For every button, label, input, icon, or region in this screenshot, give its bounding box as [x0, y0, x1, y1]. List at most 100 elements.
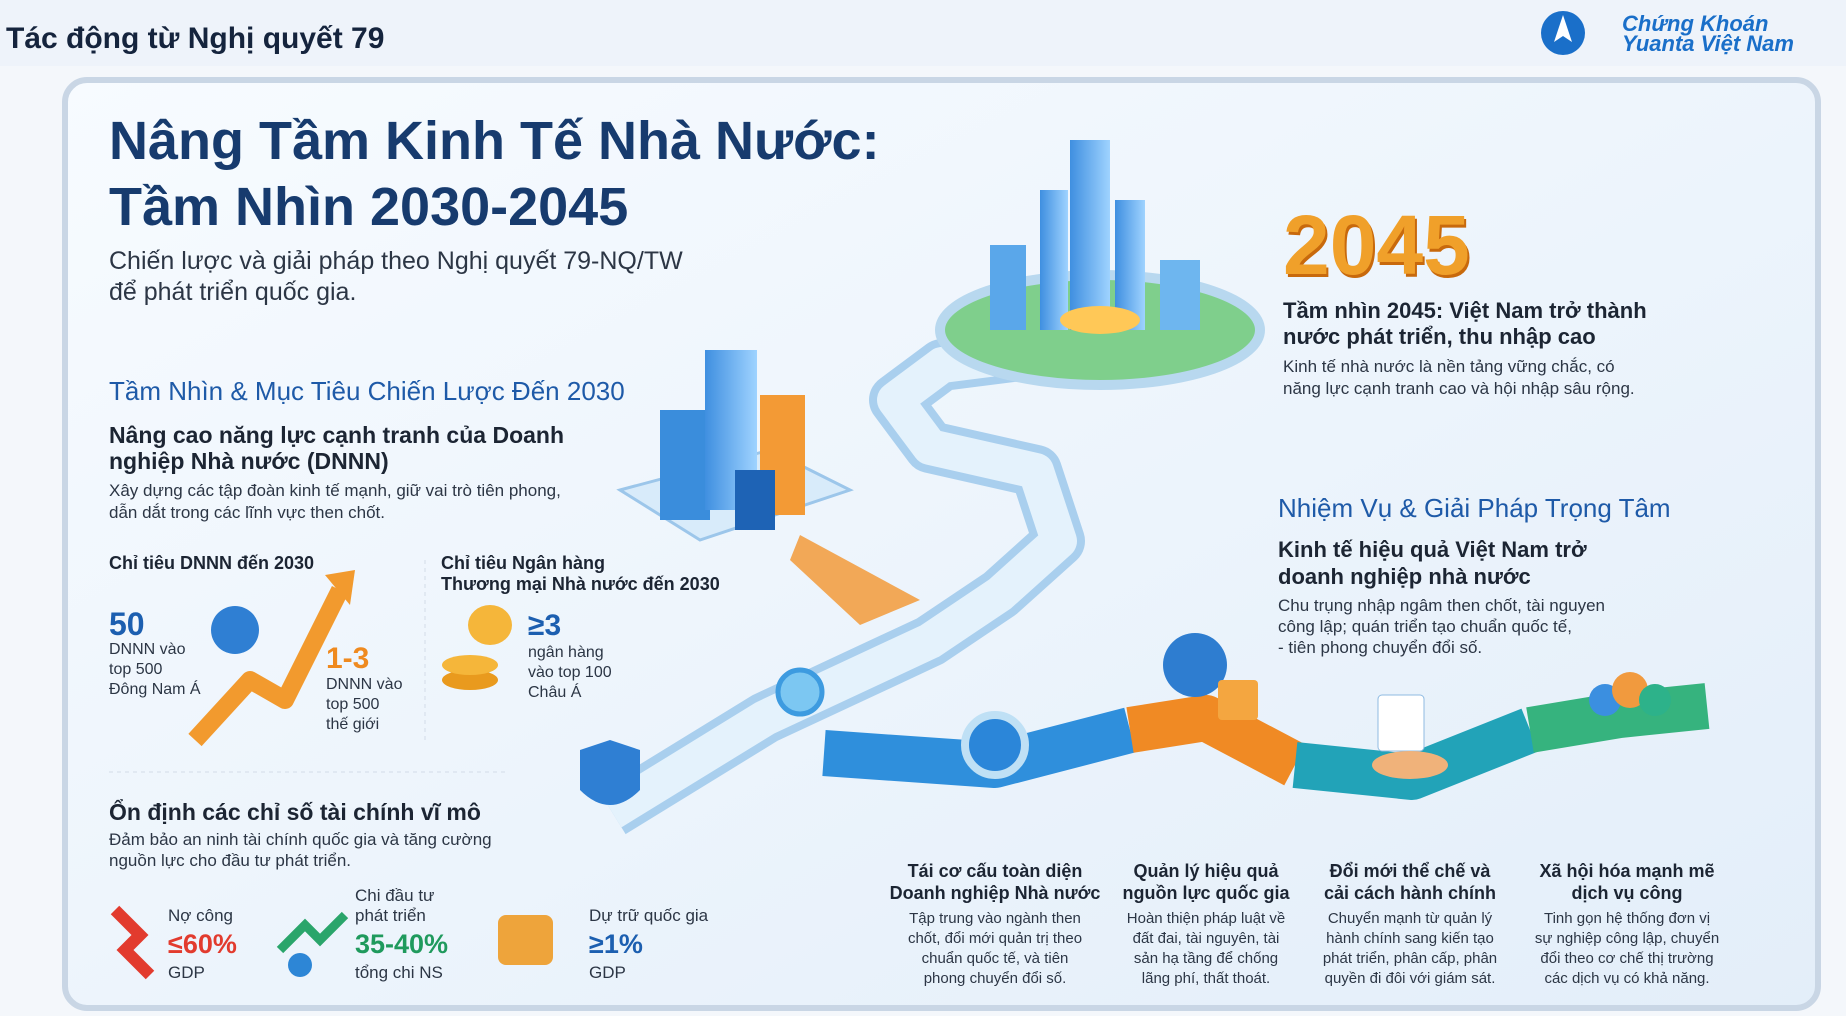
vision-title: Tầm nhìn 2045: Việt Nam trở thành — [1283, 298, 1647, 323]
task-title: nguồn lực quốc gia — [1122, 883, 1290, 903]
coins-icon — [442, 670, 498, 690]
section-heading: Tầm Nhìn & Mục Tiêu Chiến Lược Đến 2030 — [109, 376, 625, 406]
task-desc: Chuyển mạnh từ quản lý — [1327, 909, 1493, 927]
shield-icon — [580, 740, 640, 805]
task-title: Đổi mới thể chế và — [1329, 861, 1491, 881]
task-desc: Tinh gọn hệ thống đơn vị — [1543, 909, 1711, 927]
task-desc: sự nghiệp công lập, chuyển — [1534, 929, 1720, 947]
target-value: ≥3 — [528, 609, 562, 642]
debt-icon — [110, 905, 155, 980]
vault-icon — [1218, 680, 1258, 720]
main-title: Tầm Nhìn 2030-2045 — [109, 177, 629, 237]
tower — [990, 245, 1026, 330]
metric-value: 35-40% — [355, 928, 449, 959]
city-light — [1060, 306, 1140, 334]
goal-desc: Xây dựng các tập đoàn kinh tế mạnh, giữ … — [109, 480, 561, 500]
logo-text: Chứng Khoán — [1622, 11, 1769, 36]
metric-value: ≥1% — [589, 928, 643, 959]
target-label: Chỉ tiêu DNNN đến 2030 — [109, 553, 315, 573]
goal-title: nghiệp Nhà nước (DNNN) — [109, 447, 389, 474]
task-desc: đất đai, tài nguyên, tài — [1132, 929, 1280, 947]
people-icon — [1612, 672, 1648, 708]
globe-icon — [1163, 633, 1227, 697]
metric-label: Chi đầu tư — [355, 885, 435, 905]
task-title: Quản lý hiệu quả — [1133, 861, 1279, 881]
globe-icon — [211, 606, 259, 654]
task-title: Doanh nghiệp Nhà nước — [889, 883, 1101, 903]
target-label: Chỉ tiêu Ngân hàng — [441, 553, 605, 573]
main-title: Nâng Tầm Kinh Tế Nhà Nước: — [109, 111, 880, 171]
road — [1526, 683, 1710, 753]
subtitle: Chiến lược và giải pháp theo Nghị quyết … — [109, 246, 683, 275]
tasks-desc: - tiên phong chuyển đổi số. — [1278, 637, 1483, 657]
logo-icon — [1554, 15, 1572, 42]
target-label: Thương mại Nhà nước đến 2030 — [441, 574, 720, 594]
vision-desc: Kinh tế nhà nước là nền tảng vững chắc, … — [1283, 356, 1615, 376]
section-desc: nguồn lực cho đầu tư phát triển. — [109, 850, 352, 870]
task-desc: sản hạ tầng để chống — [1133, 949, 1279, 967]
metric-unit: GDP — [168, 962, 205, 982]
tower — [1040, 190, 1068, 330]
metric-label: phát triển — [355, 905, 426, 925]
year: 2045 — [1283, 198, 1470, 292]
people-icon — [1639, 684, 1671, 716]
tasks-desc: Chu trụng nhập ngâm then chốt, tài nguye… — [1278, 595, 1606, 615]
task-title: Xã hội hóa mạnh mẽ — [1539, 861, 1715, 881]
tasks-desc: công lập; quán triển tạo chuẩn quốc tế, — [1278, 616, 1572, 636]
task-desc: chuẩn quốc tế, và tiên — [921, 949, 1069, 967]
task-desc: các dịch vụ có khả năng. — [1544, 969, 1710, 987]
goal-desc: dẫn dắt trong các lĩnh vực then chốt. — [109, 502, 385, 522]
task-title: cải cách hành chính — [1323, 883, 1497, 903]
header-title: Tác động từ Nghị quyết 79 — [6, 22, 385, 55]
task-desc: Tập trung vào ngành then — [909, 909, 1081, 927]
metric-unit: GDP — [589, 962, 626, 982]
target-value: 1-3 — [326, 642, 370, 675]
target-desc: ngân hàng — [528, 644, 604, 661]
target-desc: DNNN vào — [326, 676, 403, 693]
building — [660, 410, 710, 520]
coins-icon — [442, 655, 498, 675]
target-desc: thế giới — [326, 716, 380, 733]
road-accent — [790, 535, 920, 625]
section-desc: Đảm bảo an ninh tài chính quốc gia và tă… — [109, 829, 492, 849]
road — [602, 335, 1077, 828]
gear-icon — [961, 711, 1029, 779]
task-desc: quyền đi đôi với giám sát. — [1324, 969, 1496, 987]
handshake-icon — [1372, 751, 1448, 779]
invest-icon — [276, 911, 349, 954]
task-desc: Hoàn thiện pháp luật về — [1126, 909, 1286, 927]
target-desc: DNNN vào — [109, 641, 186, 658]
logo-text: Yuanta Việt Nam — [1622, 31, 1794, 56]
road — [1126, 695, 1306, 786]
goal-title: Nâng cao năng lực cạnh tranh của Doanh — [109, 421, 565, 448]
task-desc: đổi theo cơ chế thị trường — [1540, 949, 1714, 967]
vision-title: nước phát triển, thu nhập cao — [1283, 324, 1596, 349]
subtitle: để phát triển quốc gia. — [109, 277, 357, 306]
target-desc: vào top 100 — [528, 664, 612, 681]
target-desc: top 500 — [326, 696, 380, 713]
metric-unit: tổng chi NS — [355, 962, 443, 982]
document-icon — [1377, 694, 1425, 752]
tasks-title: Kinh tế hiệu quả Việt Nam trở — [1278, 537, 1587, 562]
building — [735, 470, 775, 530]
tasks-title: doanh nghiệp nhà nước — [1278, 564, 1531, 589]
section-heading: Nhiệm Vụ & Giải Pháp Trọng Tâm — [1278, 493, 1671, 523]
gear-icon — [288, 953, 312, 977]
target-desc: top 500 — [109, 661, 163, 678]
tower — [1160, 260, 1200, 330]
coins-icon — [468, 605, 512, 645]
metric-label: Dự trữ quốc gia — [589, 905, 709, 925]
target-desc: Châu Á — [528, 684, 582, 701]
task-desc: phong chuyển đổi số. — [923, 969, 1067, 987]
chest-icon — [498, 915, 553, 965]
task-desc: phát triển, phân cấp, phân — [1322, 949, 1498, 967]
tower — [1070, 140, 1110, 330]
task-title: dịch vụ công — [1571, 883, 1683, 903]
task-desc: hành chính sang kiến tạo — [1326, 929, 1494, 947]
task-desc: lãng phí, thất thoát. — [1141, 969, 1271, 987]
vision-desc: năng lực cạnh tranh cao và hội nhập sâu … — [1283, 378, 1635, 398]
node — [775, 667, 825, 717]
growth-arrow — [325, 570, 355, 605]
